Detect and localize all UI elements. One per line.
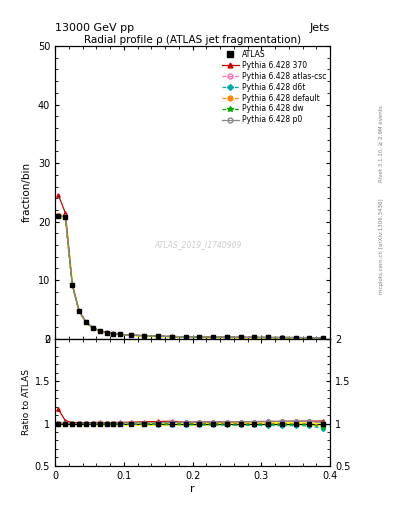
Text: Jets: Jets [310, 23, 330, 33]
Text: ATLAS_2019_I1740909: ATLAS_2019_I1740909 [154, 241, 242, 249]
Text: Rivet 3.1.10, ≥ 2.9M events: Rivet 3.1.10, ≥ 2.9M events [379, 105, 384, 182]
Text: 13000 GeV pp: 13000 GeV pp [55, 23, 134, 33]
Title: Radial profile ρ (ATLAS jet fragmentation): Radial profile ρ (ATLAS jet fragmentatio… [84, 35, 301, 45]
X-axis label: r: r [190, 483, 195, 494]
Legend: ATLAS, Pythia 6.428 370, Pythia 6.428 atlas-csc, Pythia 6.428 d6t, Pythia 6.428 : ATLAS, Pythia 6.428 370, Pythia 6.428 at… [220, 48, 329, 126]
Text: mcplots.cern.ch [arXiv:1306.3436]: mcplots.cern.ch [arXiv:1306.3436] [379, 198, 384, 293]
Y-axis label: Ratio to ATLAS: Ratio to ATLAS [22, 369, 31, 435]
Y-axis label: fraction/bin: fraction/bin [22, 162, 32, 222]
